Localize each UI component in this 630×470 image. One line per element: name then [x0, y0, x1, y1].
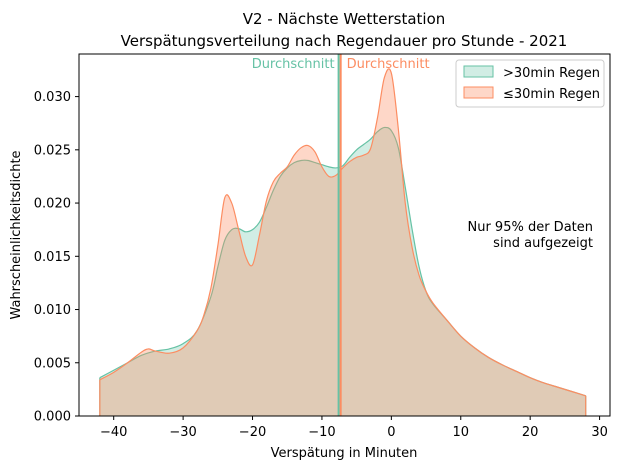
chart-title-line-1: V2 - Nächste Wetterstation: [243, 10, 446, 28]
x-tick-label: −20: [239, 425, 266, 440]
x-tick-label: 0: [387, 425, 395, 440]
x-tick-label: −40: [100, 425, 127, 440]
y-tick-label: 0.000: [34, 410, 71, 425]
y-tick-label: 0.010: [34, 303, 71, 318]
x-tick-label: −30: [169, 425, 196, 440]
chart-title-line-2: Verspätungsverteilung nach Regendauer pr…: [121, 32, 568, 50]
legend-swatch-over-30: [463, 65, 494, 78]
x-tick-label: 30: [591, 425, 608, 440]
x-tick-label: −10: [308, 425, 335, 440]
axes: −40 −30 −20 −10 0 10 20 30 0.000 0.005 0.010 0.015 0…: [34, 90, 608, 440]
legend-swatch-under-30: [463, 86, 494, 99]
mean-label-under-30: Durchschnitt: [347, 57, 430, 72]
y-tick-label: 0.025: [34, 143, 71, 158]
y-tick-label: 0.005: [34, 356, 71, 371]
legend-label-under-30: ≤30min Regen: [503, 87, 600, 102]
y-tick-label: 0.015: [34, 250, 71, 265]
density-area-over-30: [99, 127, 586, 417]
legend: >30min Regen ≤30min Regen: [455, 59, 605, 108]
y-tick-label: 0.030: [34, 90, 71, 105]
y-axis-label: Wahrscheinlichkeitsdichte: [9, 150, 24, 319]
annotation-line-2: sind aufgezeigt: [493, 236, 593, 251]
x-tick-label: 20: [522, 425, 539, 440]
y-tick-label: 0.020: [34, 197, 71, 212]
mean-label-over-30: Durchschnitt: [252, 57, 335, 72]
density-area-under-30: [99, 68, 586, 417]
x-axis-label: Verspätung in Minuten: [271, 446, 418, 461]
legend-label-over-30: >30min Regen: [503, 66, 600, 81]
density-line-under-30: [99, 68, 586, 397]
annotation-line-1: Nur 95% der Daten: [467, 220, 593, 235]
plot-area: Durchschnitt Durchschnitt: [99, 54, 587, 417]
plot-frame: [78, 53, 611, 417]
x-tick-label: 10: [452, 425, 469, 440]
